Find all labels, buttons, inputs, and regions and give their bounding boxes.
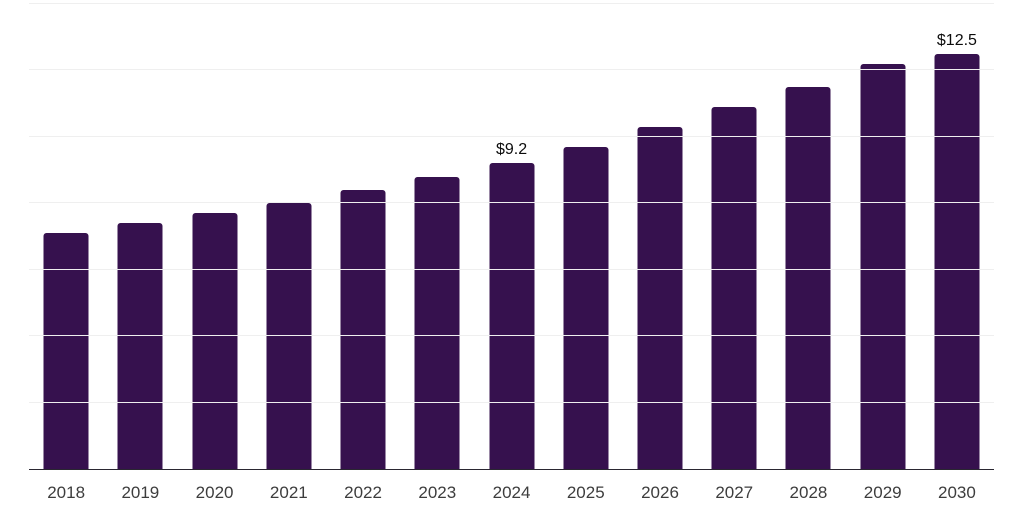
x-axis-label: 2023 <box>418 482 457 502</box>
bar-2030 <box>934 53 980 469</box>
x-axis-label: 2026 <box>641 482 679 502</box>
bar-2023 <box>414 176 460 469</box>
bar-2020 <box>192 213 238 469</box>
bar-column: $12.5 <box>920 4 994 469</box>
plot-area: $9.2 $12.5 <box>29 3 994 470</box>
bar-column <box>623 4 697 469</box>
gridline <box>29 202 994 204</box>
x-axis-label: 2020 <box>195 482 234 502</box>
bar-2024 <box>489 163 535 469</box>
x-axis-label: 2029 <box>863 482 902 502</box>
x-axis-label: 2027 <box>715 482 754 502</box>
bar-2027 <box>711 106 757 469</box>
bar-column: $9.2 <box>474 4 548 469</box>
x-axis-label: 2025 <box>566 482 605 502</box>
bar-value-label: $12.5 <box>936 31 977 49</box>
bars-container: $9.2 $12.5 <box>29 4 994 469</box>
bar-column <box>771 4 845 469</box>
x-axis-label: 2024 <box>492 482 531 502</box>
x-axis-label: 2028 <box>789 482 828 502</box>
x-axis-label: 2018 <box>47 482 86 502</box>
bar-column <box>549 4 623 469</box>
gridline <box>29 401 994 403</box>
x-axis: 2018 2019 2020 2021 2022 2023 2024 2025 2026 2027… <box>29 476 994 509</box>
bar-column <box>846 4 920 469</box>
bar-2018 <box>43 233 89 469</box>
bar-column <box>103 4 177 469</box>
x-axis-label: 2022 <box>344 482 382 502</box>
gridline <box>29 335 994 337</box>
bar-column <box>400 4 474 469</box>
bar-2019 <box>117 223 163 469</box>
bar-column <box>29 4 103 469</box>
bar-column <box>326 4 400 469</box>
bar-column <box>252 4 326 469</box>
x-axis-label: 2030 <box>938 482 976 502</box>
gridline <box>29 135 994 137</box>
gridline <box>29 69 994 71</box>
bar-2026 <box>637 126 683 469</box>
gridline <box>29 3 994 4</box>
bar-value-label: $9.2 <box>495 141 528 159</box>
bar-2029 <box>860 63 906 469</box>
x-axis-label: 2021 <box>269 482 308 502</box>
bar-2028 <box>785 87 831 469</box>
x-axis-label: 2019 <box>121 482 160 502</box>
bar-2025 <box>563 146 609 469</box>
bar-2022 <box>340 190 386 469</box>
bar-column <box>177 4 251 469</box>
bar-column <box>697 4 771 469</box>
gridline <box>29 268 994 270</box>
